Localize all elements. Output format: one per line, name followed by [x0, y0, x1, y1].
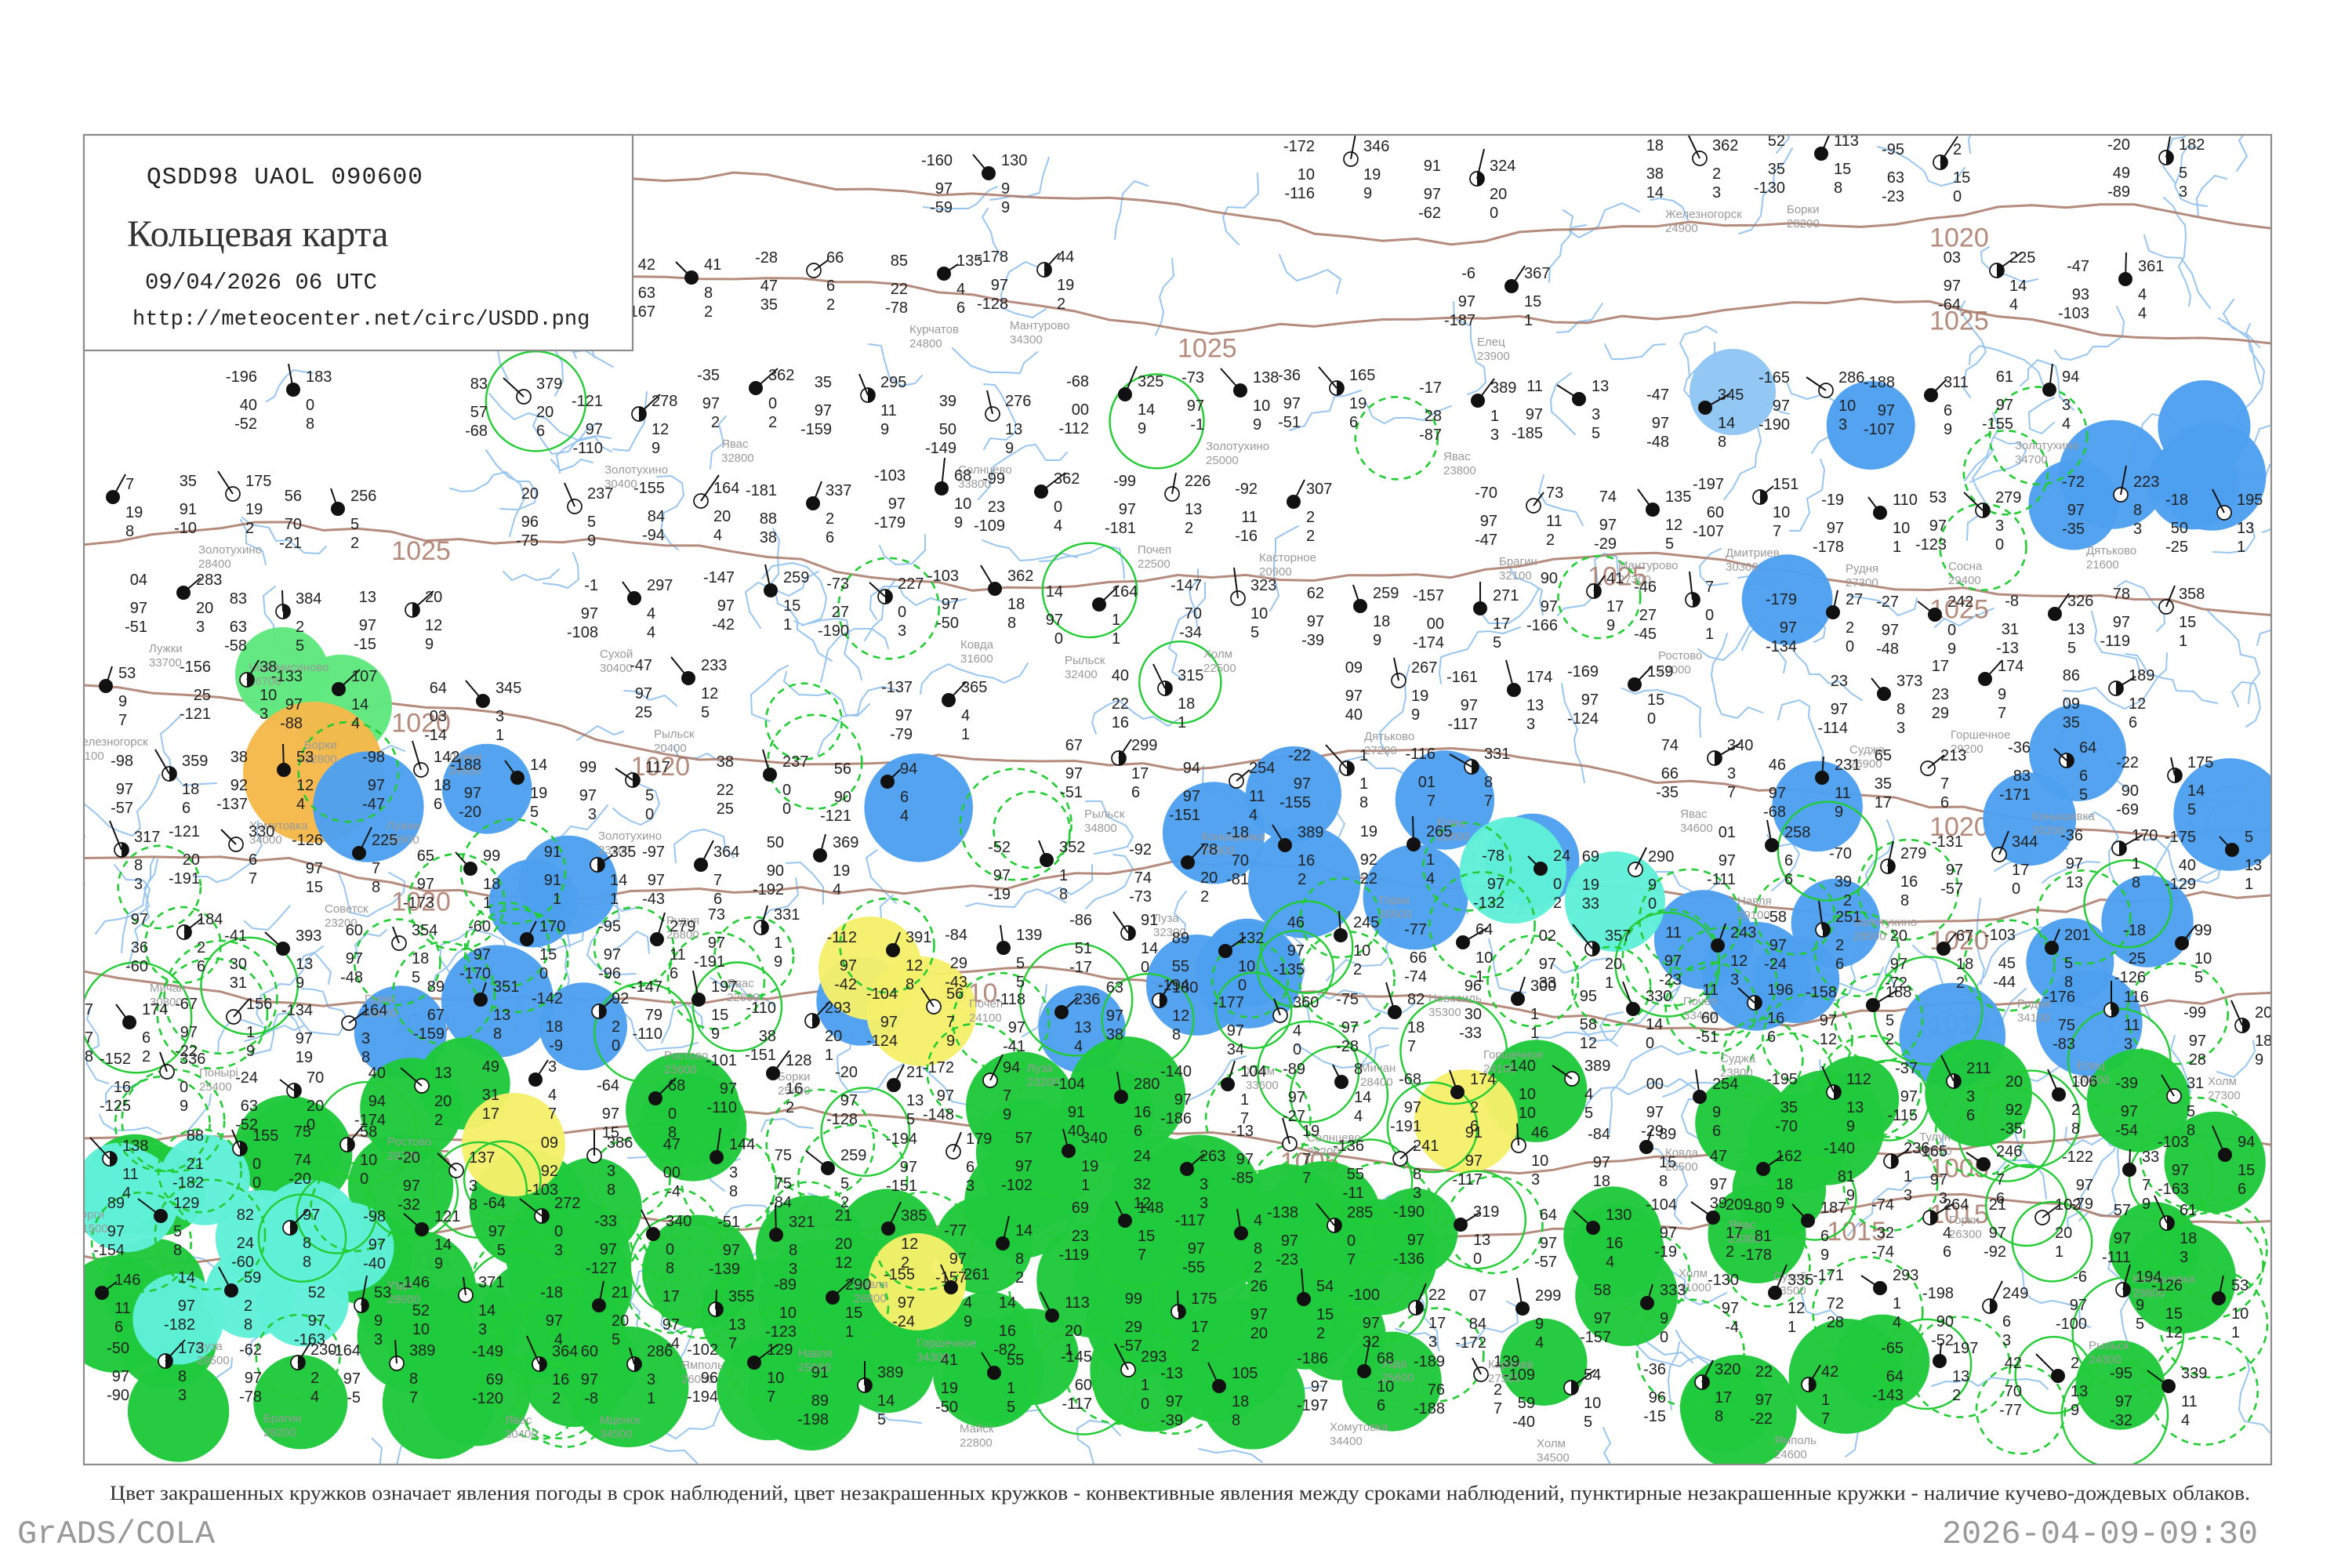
svg-text:Брагин32100: Брагин 32100: [1499, 555, 1537, 583]
svg-text:Кольцевая карта: Кольцевая карта: [127, 213, 388, 255]
svg-text:955812: 95 58 12: [1580, 988, 1597, 1052]
svg-text:1025: 1025: [391, 536, 451, 566]
svg-text:2026-04-09-09:30: 2026-04-09-09:30: [1942, 1515, 2258, 1553]
svg-text:http://meteocenter.net/circ/US: http://meteocenter.net/circ/USDD.png: [132, 308, 590, 332]
svg-text:099740: 09 97 40: [1345, 659, 1363, 724]
svg-text:1025: 1025: [1178, 334, 1237, 364]
svg-text:1020: 1020: [1929, 223, 1989, 253]
svg-text:GrADS/COLA: GrADS/COLA: [17, 1515, 216, 1553]
svg-text:Почеп22500: Почеп 22500: [1138, 543, 1171, 571]
svg-text:347: 347: [548, 1058, 557, 1123]
svg-text:482: 482: [1254, 1212, 1262, 1276]
svg-text:701: 701: [1705, 579, 1714, 643]
svg-text:653517: 65 35 17: [1875, 747, 1892, 811]
svg-text:09/04/2026 06 UTC: 09/04/2026 06 UTC: [145, 270, 377, 296]
svg-text:118: 118: [1359, 747, 1368, 811]
svg-text:Сосна29400: Сосна 29400: [1948, 560, 1983, 587]
svg-text:Цвет закрашенных кружков означ: Цвет закрашенных кружков означает явлени…: [110, 1482, 2250, 1504]
svg-text:Мичан28400: Мичан 28400: [1360, 1062, 1396, 1089]
svg-text:QSDD98 UAOL 090600: QSDD98 UAOL 090600: [147, 164, 423, 191]
